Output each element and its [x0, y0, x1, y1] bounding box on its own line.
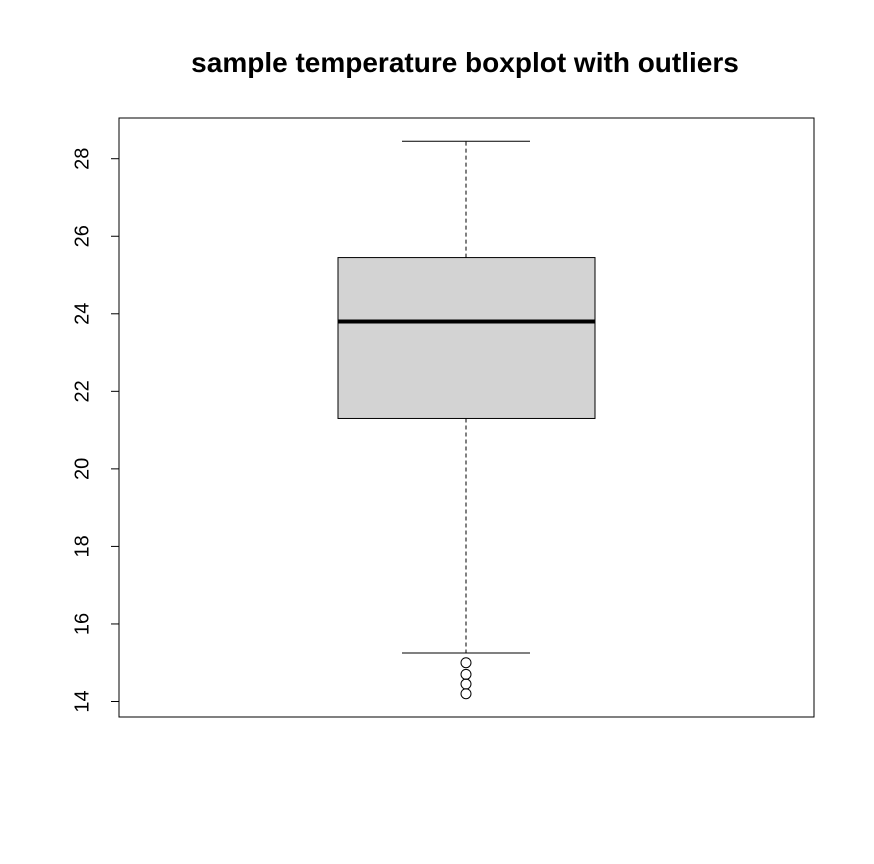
outlier-point	[460, 688, 472, 700]
outlier-point	[460, 657, 472, 669]
outlier-point	[460, 678, 472, 690]
box-group	[337, 140, 596, 700]
y-axis: 14 16 18 20 22 24 26 28	[71, 148, 120, 713]
y-tick-label: 28	[71, 148, 93, 170]
y-tick-label: 24	[71, 303, 93, 325]
chart-title: sample temperature boxplot with outliers	[191, 47, 739, 78]
y-tick-label: 14	[71, 690, 93, 712]
y-tick-label: 26	[71, 225, 93, 247]
iqr-box	[337, 257, 596, 419]
y-tick-label: 20	[71, 458, 93, 480]
y-tick-label: 18	[71, 535, 93, 557]
y-tick-label: 22	[71, 380, 93, 402]
y-tick-label: 16	[71, 613, 93, 635]
outlier-point	[460, 668, 472, 680]
